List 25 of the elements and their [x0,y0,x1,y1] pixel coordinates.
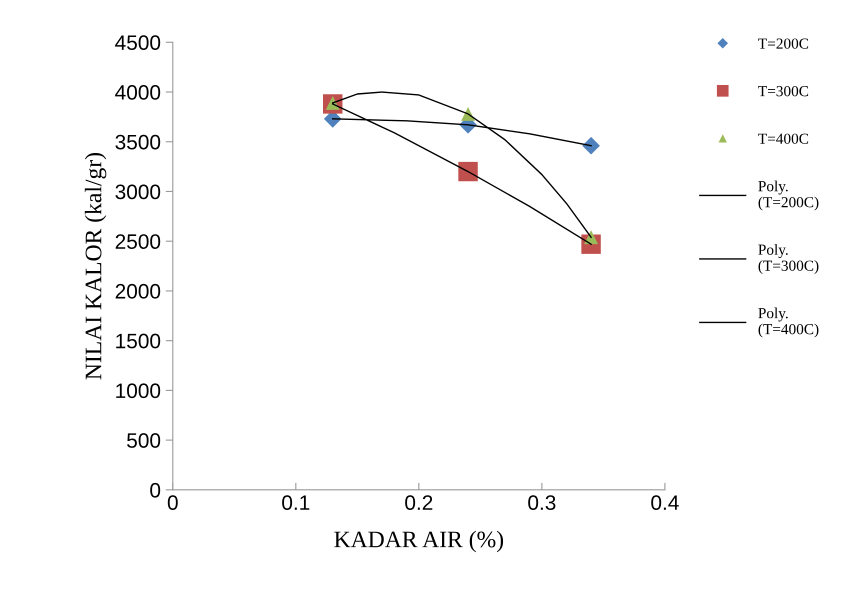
point [582,136,600,155]
y-tick-label: 1500 [116,334,160,348]
y-tick-label: 1000 [116,383,160,398]
point [458,162,478,182]
y-tick-label: 4500 [115,35,160,50]
x-tick-label: 0 [168,495,178,510]
y-tick-label: 500 [127,433,160,448]
y-axis-title: NILAI KALOR (kal/gr) [84,153,106,380]
x-axis-title: KADAR AIR (%) [334,530,504,552]
y-tick-label: 3000 [115,184,160,200]
legend-label: T=200C [758,38,808,49]
y-tick-label: 2000 [116,284,160,299]
legend-label: T=300C [758,86,808,96]
y-tick-label: 0 [150,482,160,498]
y-tick-label: 4000 [115,85,160,100]
y-tick-label: 2500 [116,234,160,249]
legend-label: T=400C [758,134,808,144]
x-tick-label: 0.2 [405,495,432,510]
y-tick-label: 3500 [115,134,160,150]
x-tick-label: 0.4 [651,495,679,510]
legend-label: Poly. (T=400C) [758,308,818,338]
legend-label: Poly. (T=300C) [758,244,818,274]
legend-label: Poly. (T=200C) [758,180,818,210]
x-tick-label: 0.1 [282,495,310,510]
x-tick-label: 0.3 [528,495,556,510]
